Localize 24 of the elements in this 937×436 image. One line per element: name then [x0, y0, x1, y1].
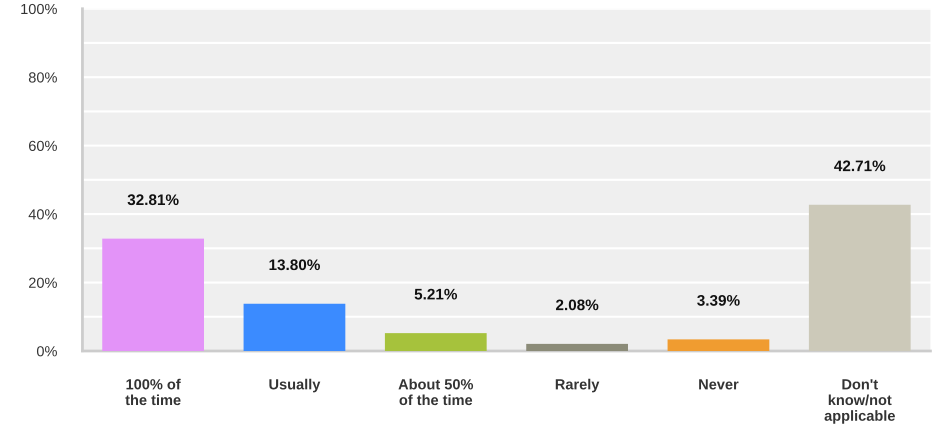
data-label: 13.80% [270, 259, 320, 270]
y-tick-label: 80% [28, 72, 57, 83]
bar [808, 204, 911, 351]
bar [668, 339, 770, 351]
data-label: 2.08% [556, 299, 598, 310]
bar [526, 344, 628, 351]
bar [384, 333, 487, 351]
x-tick-label: About 50% of the time [398, 378, 474, 406]
data-label: 5.21% [414, 288, 458, 300]
bar [102, 238, 204, 351]
data-label: 32.81% [128, 194, 179, 206]
x-tick-label: Never [699, 379, 738, 390]
y-tick-label: 100% [21, 4, 57, 14]
y-tick-label: 0% [36, 346, 57, 356]
y-tick-label: 40% [28, 209, 57, 220]
y-tick-label: 20% [29, 278, 57, 288]
data-label: 42.71% [834, 160, 886, 172]
x-tick-label: Don't know/not applicable [824, 379, 895, 424]
x-tick-label: Usually [269, 378, 320, 392]
x-tick-label: 100% of the time [125, 378, 181, 406]
data-label: 3.39% [697, 294, 740, 306]
x-tick-label: Rarely [556, 378, 600, 392]
bar [244, 304, 346, 351]
y-tick-label: 60% [29, 140, 57, 152]
